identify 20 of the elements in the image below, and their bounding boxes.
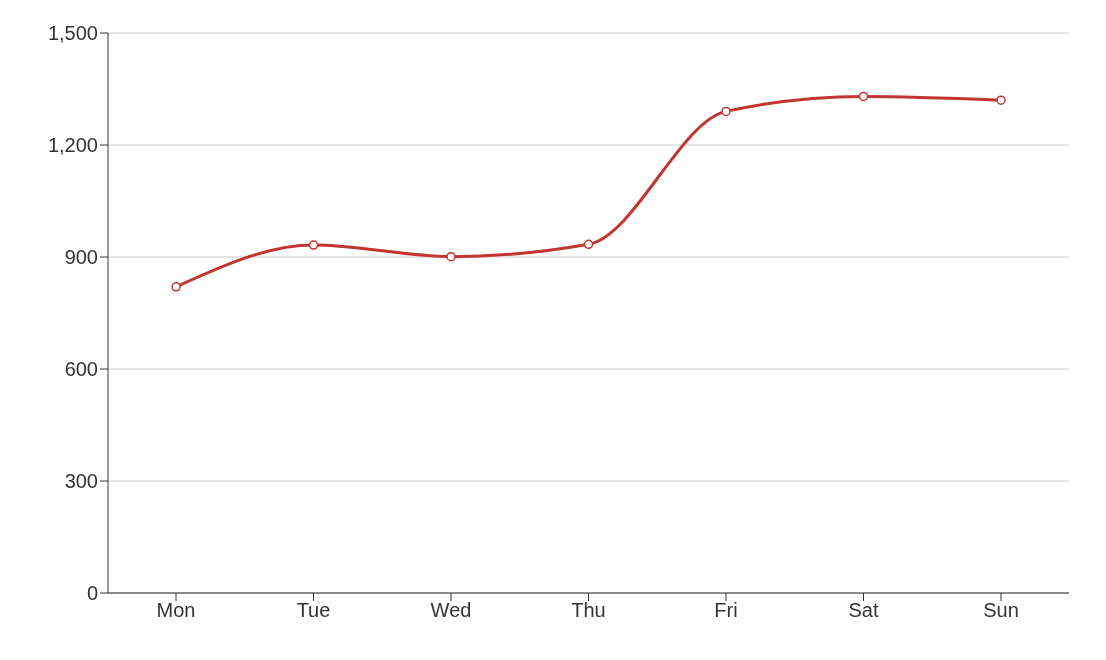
point <box>996 95 1006 105</box>
x-tick-label: Wed <box>430 599 472 622</box>
point <box>171 282 181 292</box>
point <box>721 106 731 117</box>
y-tick-label: 300 <box>64 470 98 493</box>
y-tick-label: 0 <box>86 582 98 605</box>
point <box>446 251 456 262</box>
y-tick-label: 1,500 <box>47 22 98 45</box>
x-tick-label: Sat <box>848 599 879 622</box>
x-tick-label: Sun <box>983 599 1019 622</box>
point <box>308 240 319 250</box>
y-tick-label: 900 <box>64 246 98 269</box>
x-tick-label: Mon <box>156 599 196 622</box>
x-tick-label: Tue <box>296 599 331 622</box>
point <box>858 91 869 102</box>
y-tick-label: 600 <box>64 358 98 381</box>
point <box>583 239 594 250</box>
y-tick-label: 1,200 <box>47 134 98 157</box>
x-tick-label: Thu <box>571 599 606 622</box>
x-tick-label: Fri <box>714 599 738 622</box>
